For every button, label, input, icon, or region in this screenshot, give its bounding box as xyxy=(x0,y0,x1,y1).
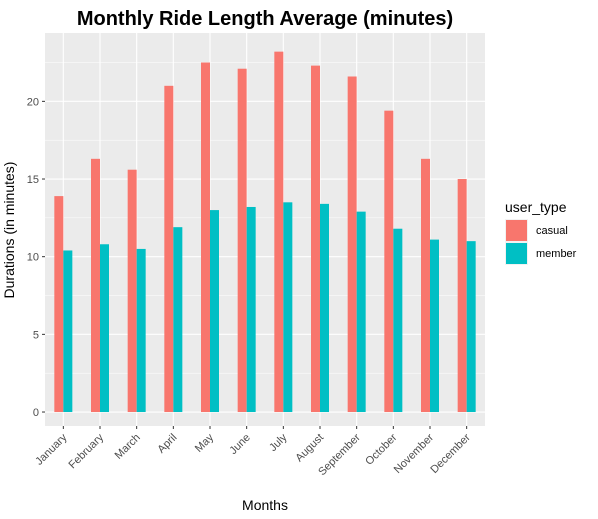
bar-member xyxy=(136,248,146,413)
x-tick-label: October xyxy=(363,431,399,467)
bar-casual xyxy=(384,110,394,413)
bar-casual xyxy=(274,51,284,413)
bar-casual xyxy=(457,179,467,413)
y-axis: 0 5 10 15 20 xyxy=(27,96,45,419)
x-tick-label: February xyxy=(67,431,107,471)
x-tick-label: August xyxy=(293,432,326,465)
x-tick-label: March xyxy=(113,432,143,462)
x-tick-label: June xyxy=(227,432,252,457)
legend-key-casual xyxy=(506,220,527,241)
y-tick-label: 15 xyxy=(27,174,39,186)
bar-member xyxy=(173,227,183,413)
y-tick-label: 20 xyxy=(27,96,39,108)
x-axis-title: Months xyxy=(242,497,288,513)
bar-casual xyxy=(164,85,174,413)
y-tick-label: 5 xyxy=(33,329,39,341)
bar-member xyxy=(210,210,219,413)
bar-member xyxy=(466,241,476,413)
x-tick-label: April xyxy=(155,432,179,456)
y-axis-title: Durations (in minutes) xyxy=(1,162,17,299)
legend: user_type casual member xyxy=(505,199,577,265)
y-tick-label: 0 xyxy=(33,407,39,419)
chart-title: Monthly Ride Length Average (minutes) xyxy=(77,8,453,30)
bar-casual xyxy=(237,68,247,413)
bar-member xyxy=(283,202,293,413)
legend-title: user_type xyxy=(505,199,567,215)
bar-member xyxy=(246,206,256,413)
legend-key-member xyxy=(506,243,527,264)
bar-member xyxy=(430,239,439,413)
y-tick-label: 10 xyxy=(27,252,39,264)
x-tick-label: May xyxy=(193,431,217,455)
bar-casual xyxy=(201,62,210,413)
bar-casual xyxy=(421,158,430,413)
bar-member xyxy=(100,244,109,413)
bar-casual xyxy=(347,76,357,413)
bar-member xyxy=(393,228,403,413)
bar-casual xyxy=(54,196,64,413)
minor-gridlines xyxy=(45,62,485,374)
plot-panel xyxy=(45,33,485,426)
bar-member xyxy=(320,203,329,413)
bars xyxy=(54,51,476,413)
legend-label-member: member xyxy=(536,248,577,260)
x-tick-label: January xyxy=(33,431,70,468)
bar-casual xyxy=(127,169,137,413)
x-tick-label: December xyxy=(428,431,473,476)
bar-casual xyxy=(311,65,320,413)
bar-member xyxy=(356,211,366,413)
legend-label-casual: casual xyxy=(536,225,568,237)
bar-casual xyxy=(91,158,100,413)
x-tick-label: July xyxy=(267,431,290,454)
bar-member xyxy=(63,250,73,413)
